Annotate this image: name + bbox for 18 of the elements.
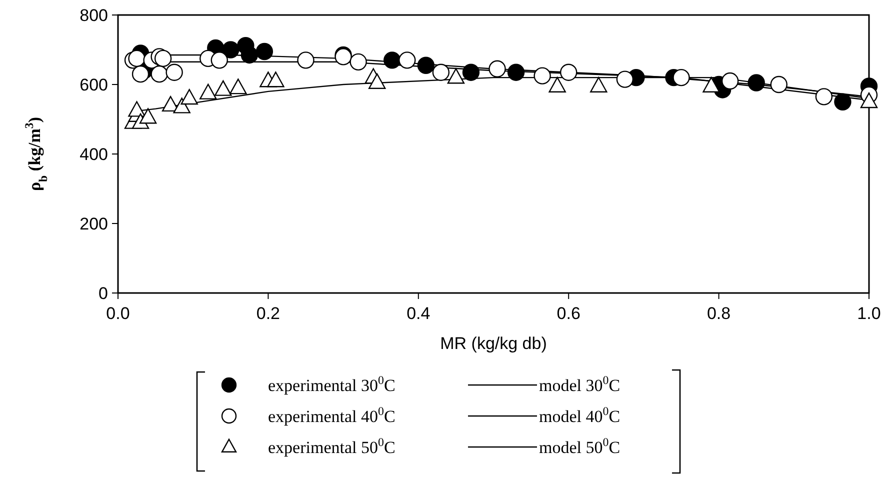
y-tick-label: 200 — [80, 214, 108, 234]
x-tick-label: 1.0 — [857, 304, 881, 323]
y-tick-label: 0 — [98, 284, 108, 303]
legend-label: experimental 40$^{0}$C — [268, 404, 396, 426]
x-tick-label: 0.0 — [106, 304, 130, 323]
x-tick-label: 0.6 — [556, 304, 580, 323]
y-tick-label: 800 — [80, 6, 108, 25]
legend-label: model 50$^{0}$C — [539, 435, 620, 457]
legend-label: model 40$^{0}$C — [539, 404, 620, 426]
y-tick-label: 600 — [80, 76, 108, 94]
y-tick-label: 400 — [80, 145, 108, 164]
x-tick-label: 0.4 — [406, 304, 430, 323]
legend-label: experimental 50$^{0}$C — [268, 435, 396, 457]
x-axis-title: MR (kg/kg db) — [440, 334, 547, 353]
x-tick-label: 0.2 — [256, 304, 280, 323]
legend-label: model 30$^{0}$C — [539, 373, 620, 395]
x-tick-label: 0.8 — [706, 304, 731, 323]
legend-label: experimental 30$^{0}$C — [268, 373, 396, 395]
